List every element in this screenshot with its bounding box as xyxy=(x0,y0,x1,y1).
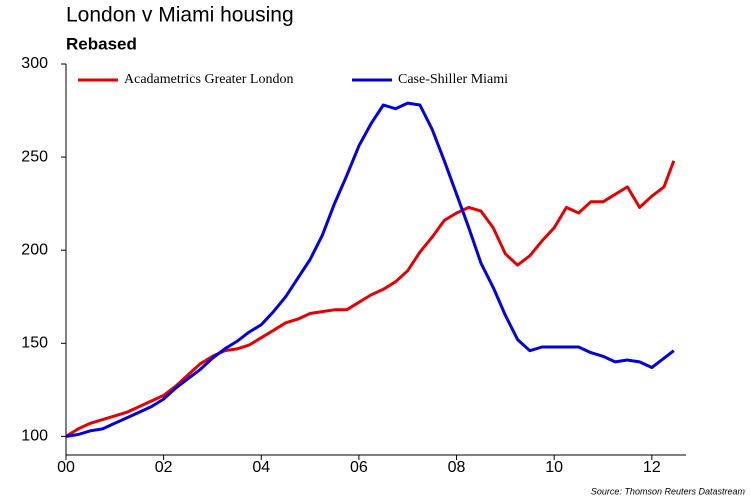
x-tick-label: 06 xyxy=(350,459,368,476)
legend-label: Acadametrics Greater London xyxy=(124,72,293,87)
series-line xyxy=(65,101,675,438)
chart-title: London v Miami housing xyxy=(66,4,294,27)
legend-label: Case-Shiller Miami xyxy=(398,72,508,87)
x-tick-label: 04 xyxy=(252,459,270,476)
y-tick-label: 250 xyxy=(21,148,48,165)
source-note: Source: Thomson Reuters Datastream xyxy=(591,486,746,496)
x-tick-label: 10 xyxy=(545,459,563,476)
y-tick-label: 100 xyxy=(21,428,48,445)
x-tick-label: 08 xyxy=(448,459,466,476)
x-tick-label: 02 xyxy=(155,459,173,476)
x-tick-label: 12 xyxy=(643,459,661,476)
chart-subtitle: Rebased xyxy=(66,34,137,53)
series-line xyxy=(65,160,676,438)
y-tick-label: 300 xyxy=(21,55,48,72)
x-tick-label: 00 xyxy=(57,459,75,476)
y-tick-label: 200 xyxy=(21,241,48,258)
y-tick-label: 150 xyxy=(21,335,48,352)
